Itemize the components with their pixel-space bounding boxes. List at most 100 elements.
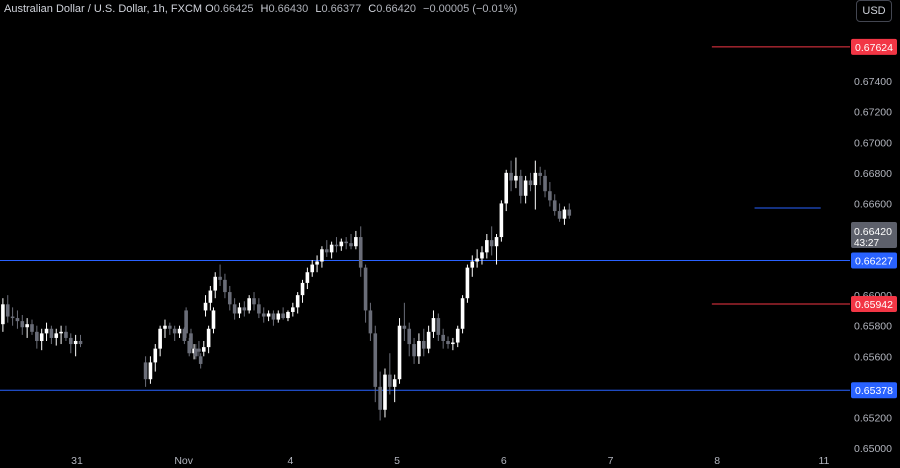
candle-body-15 — [44, 328, 49, 334]
candle-body-109 — [528, 180, 533, 186]
candle-body-102 — [494, 237, 499, 247]
close-label: C — [368, 3, 377, 15]
y-tick-label-8: 0.65600 — [854, 351, 892, 363]
y-tick-label-7: 0.65800 — [854, 321, 892, 333]
candle-body-46 — [223, 279, 227, 293]
candle-body-101 — [489, 240, 494, 247]
level-tag-label-2: 0.65942 — [855, 299, 893, 311]
candle-body-37 — [211, 310, 216, 329]
candle-body-48 — [232, 304, 237, 314]
candle-body-88 — [426, 331, 431, 349]
candle-body-112 — [543, 175, 547, 192]
candle-body-95 — [460, 298, 465, 329]
candle-body-6 — [1, 304, 5, 325]
open-value: 0.66425 — [213, 3, 254, 15]
candle-body-9 — [15, 318, 20, 322]
candle-body-45 — [218, 276, 222, 280]
x-tick-label-2: 4 — [287, 455, 293, 467]
candle-body-18 — [59, 331, 63, 334]
candle-body-14 — [39, 333, 44, 341]
current-price-tag — [851, 221, 897, 248]
candle-body-34 — [197, 348, 201, 352]
candle-body-96 — [465, 267, 470, 299]
candle-body-26 — [158, 328, 162, 349]
candle-body-57 — [276, 313, 281, 320]
current-price-label: 0.66420 — [854, 226, 892, 238]
candle-body-94 — [455, 328, 460, 343]
candle-body-28 — [168, 325, 172, 329]
candle-body-12 — [30, 324, 34, 332]
level-tag-label-3: 0.65378 — [855, 385, 893, 397]
candle-body-20 — [68, 337, 73, 345]
candle-body-52 — [252, 298, 256, 305]
candle-body-83 — [402, 325, 407, 329]
candle-body-104 — [504, 172, 509, 204]
candle-body-27 — [163, 325, 167, 329]
candle-body-31 — [182, 328, 187, 341]
candle-body-86 — [417, 341, 421, 357]
symbol-title: Australian Dollar / U.S. Dollar, 1h, FXC… — [4, 3, 203, 15]
candle-body-66 — [320, 249, 324, 262]
candle-body-47 — [227, 292, 232, 305]
level-tag-label-1: 0.66227 — [855, 255, 893, 267]
x-tick-label-5: 7 — [608, 455, 614, 467]
candle-body-19 — [64, 331, 68, 338]
candle-body-113 — [548, 191, 552, 201]
candle-body-40 — [194, 348, 198, 357]
x-tick-label-0: 31 — [71, 455, 83, 467]
candle-body-24 — [148, 362, 153, 380]
x-tick-label-1: Nov — [174, 455, 193, 467]
candle-body-65 — [315, 261, 319, 265]
candle-body-70 — [339, 241, 344, 247]
x-tick-label-7: 11 — [818, 455, 829, 467]
candle-body-98 — [475, 258, 479, 262]
y-tick-label-3: 0.66800 — [854, 168, 892, 180]
candle-body-44 — [213, 276, 218, 291]
low-value: 0.66377 — [321, 3, 362, 15]
candle-body-53 — [257, 304, 261, 314]
open-label: O — [205, 3, 214, 15]
candle-body-85 — [412, 344, 416, 357]
candle-body-50 — [242, 307, 247, 311]
candle-body-13 — [35, 331, 39, 341]
y-tick-label-10: 0.65000 — [854, 443, 892, 455]
candle-body-79 — [383, 374, 387, 410]
currency-button[interactable]: USD — [856, 0, 892, 22]
candle-body-54 — [261, 313, 266, 317]
x-tick-label-4: 6 — [501, 455, 507, 467]
level-tag-0 — [851, 38, 897, 55]
candle-body-84 — [407, 328, 412, 345]
candle-body-67 — [324, 249, 329, 253]
candle-body-16 — [49, 328, 54, 338]
candle-body-116 — [562, 209, 567, 219]
candle-body-105 — [509, 172, 513, 181]
candle-body-39 — [189, 333, 193, 349]
candle-body-35 — [201, 347, 206, 352]
candle-body-76 — [368, 310, 373, 334]
candle-body-106 — [514, 175, 518, 181]
candle-body-10 — [20, 321, 25, 328]
candle-body-74 — [358, 237, 363, 268]
candle-body-17 — [54, 333, 59, 338]
candle-body-60 — [291, 307, 295, 312]
high-value: 0.66430 — [268, 3, 309, 15]
candle-body-87 — [421, 341, 426, 349]
candle-body-63 — [305, 272, 310, 283]
symbol-legend: Australian Dollar / U.S. Dollar, 1h, FXC… — [4, 3, 521, 15]
candle-body-71 — [344, 241, 348, 244]
candle-body-114 — [552, 200, 557, 212]
candle-body-72 — [349, 243, 353, 247]
candle-body-62 — [300, 282, 305, 296]
candle-body-90 — [436, 318, 441, 335]
candle-body-11 — [25, 324, 29, 328]
candle-body-69 — [334, 244, 339, 247]
y-tick-label-0: 0.67400 — [854, 76, 892, 88]
y-tick-label-1: 0.67200 — [854, 107, 892, 119]
candle-body-30 — [177, 328, 182, 334]
y-tick-label-4: 0.66600 — [854, 198, 892, 210]
candle-body-22 — [78, 341, 83, 345]
candle-body-43 — [208, 290, 213, 303]
candle-body-21 — [73, 341, 78, 345]
high-label: H — [260, 3, 269, 15]
